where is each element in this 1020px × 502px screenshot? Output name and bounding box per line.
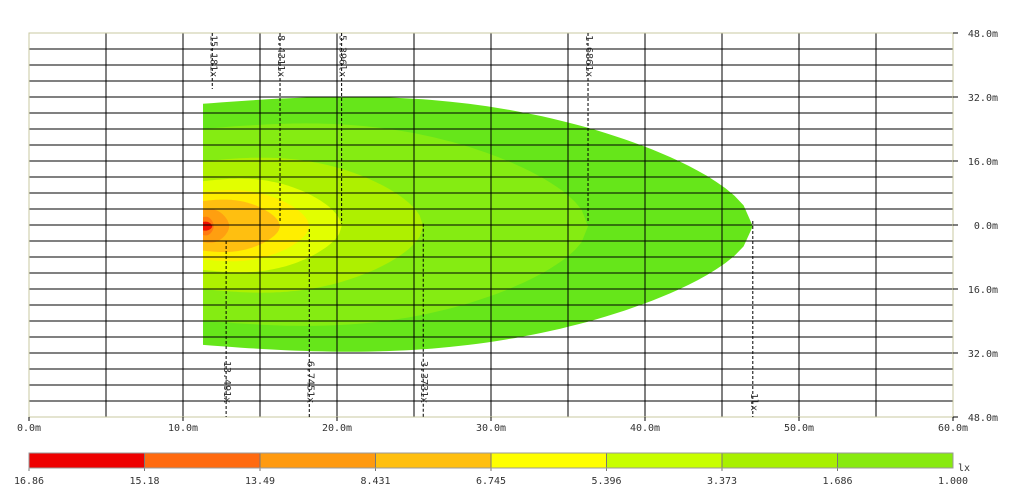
legend-value: 16.86 [14, 476, 44, 487]
marker-label-bottom: 1lx [748, 393, 759, 411]
y-tick-label: 32.0m [968, 349, 998, 360]
marker-label-bottom: 13.491x [221, 361, 232, 403]
legend: 16.86 15.18 13.49 8.431 6.745 5.396 3.373 1.686… [14, 452, 970, 487]
y-tick-label: 32.0m [968, 93, 998, 104]
contour-8 [203, 221, 213, 231]
marker-label-bottom: 3.3731x [418, 361, 429, 403]
marker-label-top: 15.181x [207, 35, 218, 77]
x-tick-label: 20.0m [322, 423, 352, 434]
legend-frame [28, 452, 954, 469]
marker-label-top: 1.6861x [583, 35, 594, 77]
contour-fills [203, 96, 753, 352]
legend-swatch [837, 453, 954, 468]
legend-swatch [491, 453, 607, 468]
legend-value: 3.373 [707, 476, 737, 487]
marker-label-top: 8.4311x [275, 35, 286, 77]
x-tick-label: 50.0m [784, 423, 814, 434]
legend-swatch [722, 453, 838, 468]
x-tick-label: 60.0m [938, 423, 968, 434]
y-tick-label: 48.0m [968, 29, 998, 40]
legend-value: 6.745 [476, 476, 506, 487]
legend-value: 13.49 [245, 476, 275, 487]
contour-6 [203, 209, 230, 243]
x-tick-label: 0.0m [17, 423, 41, 434]
legend-swatch [260, 453, 376, 468]
legend-unit: lx [958, 463, 970, 474]
legend-swatch [375, 453, 492, 468]
legend-swatch [29, 453, 145, 468]
legend-value: 1.000 [938, 476, 968, 487]
contour-markers: 15.181x 8.4311x 5.396lx 1.6861x 13.491x 6.745… [207, 33, 759, 417]
y-tick-label: 48.0m [968, 413, 998, 424]
legend-value: 1.686 [822, 476, 852, 487]
legend-swatch [606, 453, 723, 468]
marker-label-top: 5.396lx [337, 35, 348, 77]
contour-5 [203, 199, 280, 252]
x-tick-label: 30.0m [476, 423, 506, 434]
x-tick-label: 10.0m [168, 423, 198, 434]
grid [28, 32, 954, 418]
axes: 0.0m 10.0m 20.0m 30.0m 40.0m 50.0m 60.0m48.0m3… [17, 29, 998, 434]
legend-value: 8.431 [360, 476, 390, 487]
legend-swatch [144, 453, 261, 468]
marker-label-bottom: 6.7451x [304, 361, 315, 403]
legend-value: 15.18 [129, 476, 159, 487]
y-tick-label: 0.0m [974, 221, 998, 232]
legend-value: 5.396 [591, 476, 621, 487]
y-tick-label: 16.0m [968, 157, 998, 168]
y-tick-label: 16.0m [968, 285, 998, 296]
x-tick-label: 40.0m [630, 423, 660, 434]
